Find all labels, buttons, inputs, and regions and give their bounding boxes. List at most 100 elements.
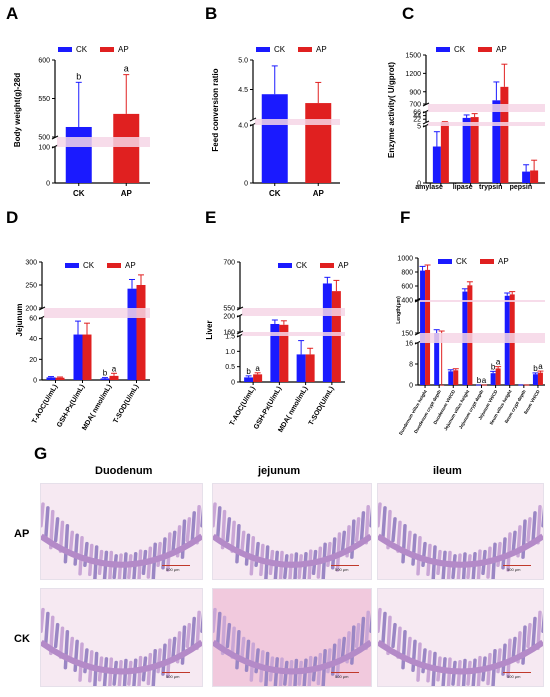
chart-f-sig-ap-8: a: [538, 362, 543, 371]
villus-mark: [350, 519, 356, 559]
villus-mark: [102, 550, 109, 579]
villus-mark: [307, 549, 313, 579]
chart-a-legend-label-ck: CK: [76, 45, 88, 54]
chart-f-sig-ck-5: b: [491, 362, 496, 371]
chart-e-ytick-label-3: 1.5: [225, 334, 235, 341]
villus-mark: [461, 552, 467, 579]
chart-a-legend-swatch-ck: [58, 47, 72, 52]
chart-f-legend-swatch-ck: [438, 259, 452, 264]
villus-mark: [225, 517, 232, 543]
panel-letter-b: B: [205, 4, 218, 23]
chart-d-break-band-0: [44, 308, 150, 318]
villus-mark: [431, 545, 437, 579]
villus-mark: [161, 537, 167, 570]
villus-mark: [456, 553, 462, 579]
villus-mark: [190, 616, 196, 650]
chart-e-legend-label-ap: AP: [338, 261, 349, 270]
chart-a-bar-ck: [65, 126, 92, 183]
villus-mark: [73, 533, 79, 566]
scale-bar: [503, 565, 531, 566]
chart-f-bar-ap-2: [453, 370, 459, 385]
panel-letter-e: E: [205, 208, 217, 227]
histology-drawing: [378, 484, 543, 579]
chart-f-legend-label-ck: CK: [456, 257, 468, 266]
chart-c-ytick-label-0: 0: [417, 181, 421, 188]
scale-bar: [162, 565, 190, 566]
villus-mark: [273, 550, 279, 579]
villus-mark: [63, 629, 70, 670]
chart-d-ytick-label-0: 0: [33, 378, 37, 385]
chart-a-ytick-label-4: 600: [38, 58, 50, 65]
chart-b-legend-label-ap: AP: [316, 45, 327, 54]
villus-mark: [378, 607, 382, 633]
chart-a-xtick-label-0: CK: [73, 189, 85, 198]
villus-mark: [293, 658, 299, 686]
villus-mark: [526, 622, 532, 649]
chart-d-xtick-label-2: MDA( nmol/mL): [81, 384, 113, 432]
chart-b-ylabel: Feed conversion ratio: [211, 68, 220, 151]
chart-f-ytick-label-1: 8: [409, 362, 413, 369]
villus-mark: [108, 657, 114, 686]
chart-c-bar-ap-0: [440, 121, 449, 183]
chart-e-xtick-label-2: MDA( nmol/mL): [277, 386, 309, 434]
chart-f-break-band-0: [420, 333, 545, 343]
chart-b-legend-swatch-ap: [298, 47, 312, 52]
villus-mark: [161, 643, 167, 676]
chart-c-ylabel: Enzyme activity( U/gprot): [387, 62, 396, 158]
villus-mark: [225, 622, 232, 649]
scale-bar: [331, 565, 359, 566]
chart-c-legend-label-ck: CK: [454, 45, 466, 54]
villus-mark: [132, 551, 138, 579]
chart-f-bar-ck-1: [434, 333, 440, 385]
villus-mark: [401, 629, 407, 670]
villus-mark: [53, 622, 60, 649]
chart-a-ytick-label-1: 100: [38, 145, 50, 152]
chart-d-legend-swatch-ap: [107, 263, 121, 268]
muscularis-band: [41, 533, 202, 568]
villus-mark: [244, 639, 251, 672]
villus-mark: [378, 502, 382, 528]
villus-mark: [117, 659, 123, 686]
villus-mark: [501, 537, 507, 570]
muscularis-band: [213, 533, 371, 568]
chart-a-legend-label-ap: AP: [118, 45, 129, 54]
scale-label: 500 μm: [166, 674, 180, 679]
villus-mark: [216, 506, 222, 539]
chart-b-xtick-label-1: AP: [313, 189, 325, 198]
villus-mark: [501, 643, 507, 676]
villus-mark: [476, 549, 482, 579]
chart-e-bar-ap-1: [279, 324, 289, 382]
chart-e-ytick-label-4: 160: [223, 330, 235, 337]
chart-d-ytick-label-1: 20: [29, 357, 37, 364]
villus-mark: [122, 658, 128, 686]
villus-mark: [531, 511, 537, 544]
villus-mark: [461, 658, 467, 686]
chart-d-bar-ck-0: [46, 377, 56, 380]
villus-mark: [185, 517, 192, 543]
chart-d-bar-ck-3: [127, 288, 137, 380]
histology-column-jejunum: jejunum: [258, 465, 301, 477]
chart-e-sig-ck-0: b: [246, 367, 251, 376]
chart-f-ytick-label-0: 0: [409, 383, 413, 390]
villus-mark: [359, 616, 366, 650]
villus-mark: [216, 611, 222, 645]
panel-letter-f: F: [400, 208, 411, 227]
chart-a-break-band-0: [57, 137, 150, 147]
villus-mark: [391, 517, 397, 543]
chart-e-xtick-label-0: T-AOC(U/mL): [229, 386, 257, 428]
chart-c-xtick-label-1: lipase: [453, 184, 473, 191]
chart-e-bar-ap-0: [253, 374, 263, 382]
histology-image-ck-jejunum: 500 μm: [212, 588, 372, 687]
villus-mark: [244, 533, 251, 566]
chart-c-bar-ck-1: [462, 117, 471, 183]
chart-a-bar-ap: [113, 113, 140, 183]
villus-mark: [264, 545, 270, 579]
villus-mark: [302, 551, 308, 579]
chart-f-bar-ck-8: [532, 374, 538, 385]
chart-d-bar-ap-3: [136, 285, 146, 380]
villus-mark: [117, 553, 123, 579]
chart-e-break-band-0: [242, 332, 345, 336]
histology-row-ap: AP: [14, 528, 30, 540]
chart-d-sig-ap-2: a: [112, 364, 117, 373]
